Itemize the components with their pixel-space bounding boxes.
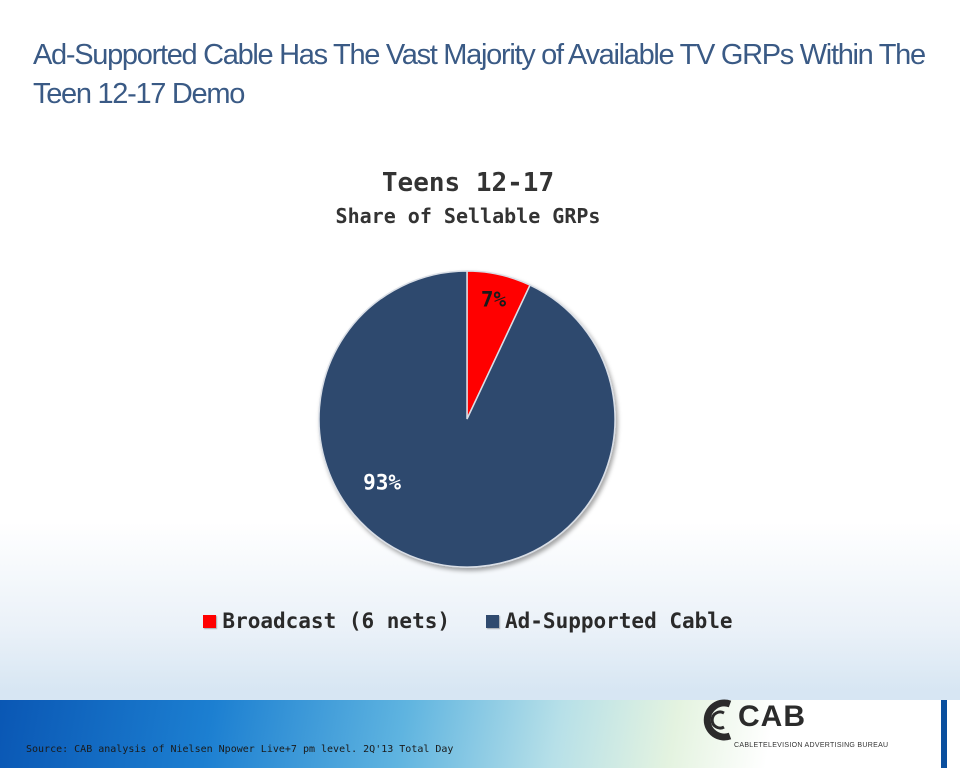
data-label-cable: 93% [363,471,401,495]
corner-accent [941,700,947,768]
cab-logo: CAB CABLETELEVISION ADVERTISING BUREAU [700,688,900,758]
slide-title: Ad-Supported Cable Has The Vast Majority… [33,39,926,110]
chart-subtitle: Share of Sellable GRPs [335,204,601,228]
cab-logo-tagline: CABLETELEVISION ADVERTISING BUREAU [734,742,889,749]
legend-label-cable: Ad-Supported Cable [505,609,733,633]
source-note: Source: CAB analysis of Nielsen Npower L… [26,744,454,755]
pie-slice-cable [318,270,616,568]
chart-legend: Broadcast (6 nets) Ad-Supported Cable [0,609,936,633]
chart-title: Teens 12-17 [381,168,555,198]
legend-swatch-cable [486,614,499,628]
footer-band [0,700,960,768]
cab-logo-icon [703,699,732,741]
legend-label-broadcast: Broadcast (6 nets) [222,609,450,633]
legend-item-broadcast: Broadcast (6 nets) [203,609,450,633]
cab-logo-wordmark: CAB [738,700,806,733]
legend-swatch-broadcast [203,614,217,628]
data-label-broadcast: 7% [481,288,507,312]
legend-item-cable: Ad-Supported Cable [486,609,733,633]
